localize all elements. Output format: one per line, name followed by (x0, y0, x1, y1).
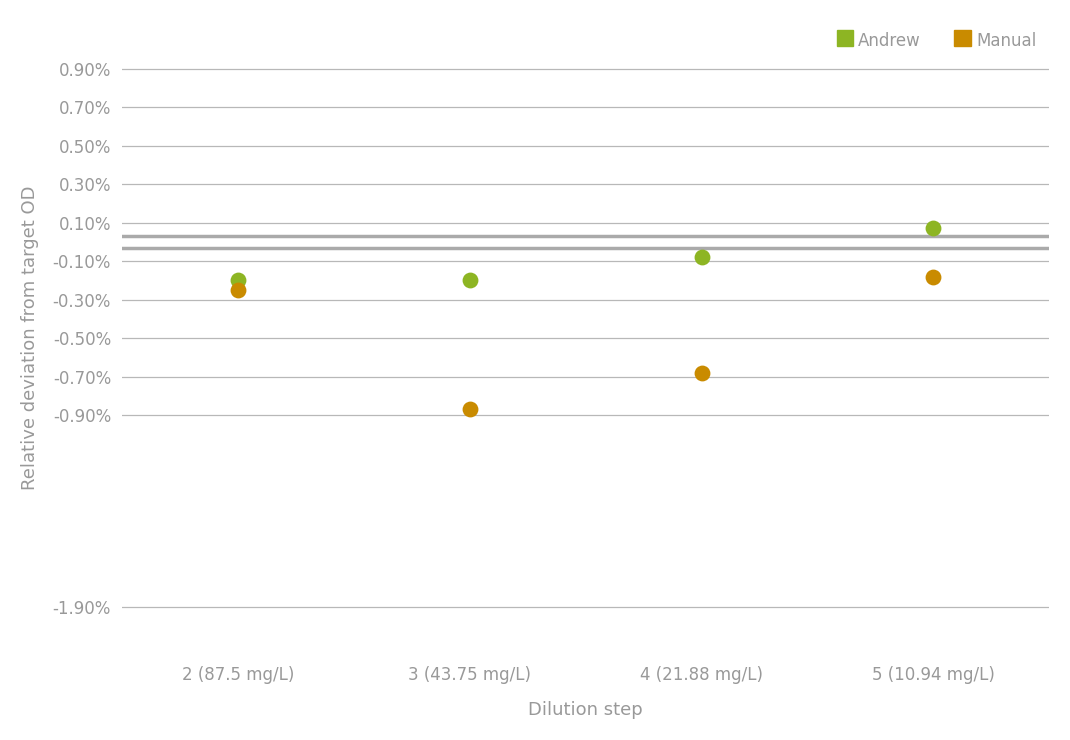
Andrew (924, 221, 942, 233)
Manual (230, 284, 247, 296)
X-axis label: Dilution step: Dilution step (529, 702, 643, 719)
Andrew (230, 275, 247, 286)
Andrew (693, 252, 710, 263)
Manual (924, 271, 942, 283)
Andrew (461, 275, 478, 286)
Y-axis label: Relative deviation from target OD: Relative deviation from target OD (20, 186, 39, 491)
Legend: Andrew, Manual: Andrew, Manual (837, 33, 1036, 50)
Manual (693, 367, 710, 379)
Manual (461, 403, 478, 415)
